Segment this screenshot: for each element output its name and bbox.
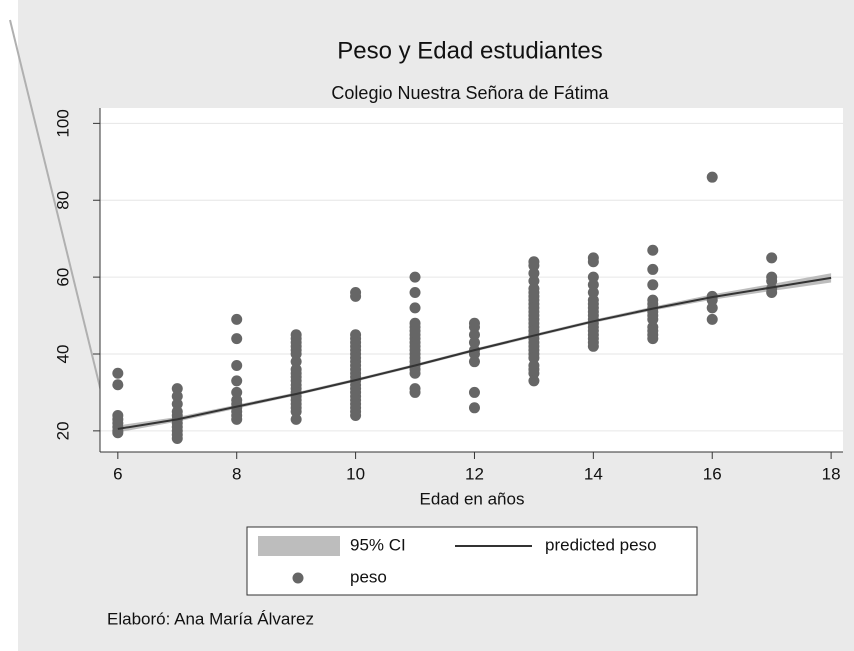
- point: [647, 333, 659, 345]
- point: [290, 348, 302, 360]
- point: [647, 313, 659, 325]
- point: [468, 356, 480, 368]
- chart-subtitle: Colegio Nuestra Señora de Fátima: [331, 83, 609, 103]
- point: [647, 279, 659, 291]
- point: [528, 367, 540, 379]
- point: [587, 271, 599, 283]
- point: [171, 390, 183, 402]
- point: [587, 279, 599, 291]
- point: [409, 302, 421, 314]
- point: [290, 406, 302, 418]
- legend-label: 95% CI: [350, 535, 406, 554]
- point: [171, 398, 183, 410]
- y-tick-label: 60: [53, 268, 72, 287]
- y-tick-label: 40: [53, 345, 72, 364]
- point: [706, 302, 718, 314]
- point: [231, 413, 243, 425]
- point: [587, 256, 599, 268]
- x-tick-label: 6: [113, 464, 122, 483]
- point: [706, 313, 718, 325]
- point: [468, 402, 480, 414]
- y-tick-label: 20: [53, 421, 72, 440]
- point: [112, 367, 124, 379]
- point: [350, 290, 362, 302]
- point: [528, 275, 540, 287]
- point: [409, 271, 421, 283]
- x-tick-label: 12: [465, 464, 484, 483]
- legend-label: peso: [350, 567, 387, 586]
- point: [587, 286, 599, 298]
- point: [766, 252, 778, 264]
- artifact-line: [9, 19, 109, 421]
- point: [409, 386, 421, 398]
- legend-label: predicted peso: [545, 535, 657, 554]
- point: [647, 244, 659, 256]
- point: [766, 286, 778, 298]
- point: [231, 333, 243, 345]
- x-tick-label: 10: [346, 464, 365, 483]
- point: [171, 383, 183, 395]
- x-tick-label: 18: [822, 464, 841, 483]
- point: [409, 286, 421, 298]
- x-tick-label: 8: [232, 464, 241, 483]
- point: [112, 379, 124, 391]
- point: [112, 427, 124, 439]
- plot-area: [100, 108, 843, 452]
- point: [350, 409, 362, 421]
- point: [231, 386, 243, 398]
- point: [171, 433, 183, 445]
- point: [290, 413, 302, 425]
- x-tick-label: 14: [584, 464, 603, 483]
- point: [528, 260, 540, 272]
- point: [231, 375, 243, 387]
- point: [468, 329, 480, 341]
- point: [231, 313, 243, 325]
- point: [231, 360, 243, 372]
- y-tick-label: 80: [53, 191, 72, 210]
- point: [766, 275, 778, 287]
- legend-swatch: [292, 572, 304, 584]
- point: [468, 321, 480, 333]
- point: [290, 356, 302, 368]
- plot-region: [100, 108, 843, 452]
- point: [647, 263, 659, 275]
- chart-title: Peso y Edad estudiantes: [337, 37, 603, 64]
- point: [587, 340, 599, 352]
- y-tick-label: 100: [53, 109, 72, 137]
- x-axis-title: Edad en años: [420, 489, 525, 508]
- point: [409, 367, 421, 379]
- legend-swatch: [258, 536, 340, 556]
- point: [468, 386, 480, 398]
- x-tick-label: 16: [703, 464, 722, 483]
- point: [528, 267, 540, 279]
- point: [528, 352, 540, 364]
- note: Elaboró: Ana María Álvarez: [107, 609, 314, 628]
- point: [468, 336, 480, 348]
- point: [706, 171, 718, 183]
- point: [528, 375, 540, 387]
- fit-line: [117, 276, 832, 430]
